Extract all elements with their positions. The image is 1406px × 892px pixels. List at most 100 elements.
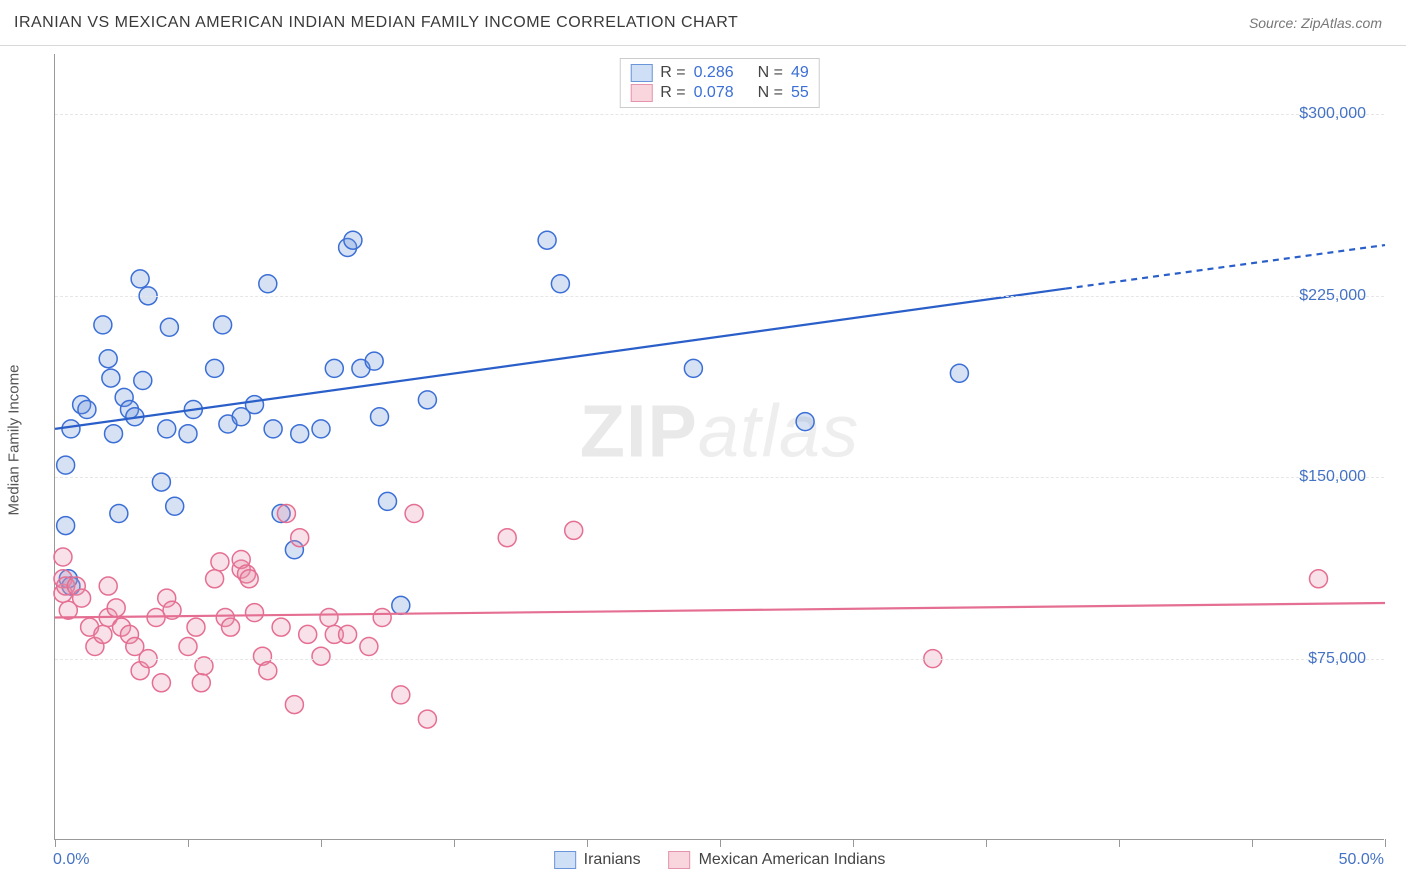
- data-point: [99, 350, 117, 368]
- data-point: [206, 570, 224, 588]
- x-tick: [720, 839, 721, 847]
- data-point: [99, 577, 117, 595]
- legend-swatch-mexican: [669, 851, 691, 869]
- data-point: [264, 420, 282, 438]
- stats-row-iranians: R = 0.286 N = 49: [628, 63, 811, 83]
- data-point: [211, 553, 229, 571]
- gridline-h: [55, 477, 1384, 478]
- x-tick: [321, 839, 322, 847]
- data-point: [418, 391, 436, 409]
- data-point: [312, 647, 330, 665]
- y-tick-label: $75,000: [1308, 650, 1366, 668]
- data-point: [320, 609, 338, 627]
- r-label: R =: [660, 64, 685, 82]
- x-tick: [55, 839, 56, 847]
- legend-item-iranians: Iranians: [554, 851, 641, 869]
- data-point: [950, 364, 968, 382]
- swatch-mexican: [630, 84, 652, 102]
- source-text: ZipAtlas.com: [1301, 15, 1382, 31]
- x-tick: [1385, 839, 1386, 847]
- data-point: [291, 425, 309, 443]
- scatter-plot: ZIPatlas R = 0.286 N = 49 R = 0.078 N = …: [54, 54, 1384, 840]
- data-point: [392, 596, 410, 614]
- y-axis-label: Median Family Income: [6, 365, 23, 516]
- swatch-iranians: [630, 64, 652, 82]
- series-legend: Iranians Mexican American Indians: [554, 851, 886, 869]
- stats-row-mexican: R = 0.078 N = 55: [628, 83, 811, 103]
- data-point: [179, 638, 197, 656]
- data-point: [551, 275, 569, 293]
- data-point: [325, 359, 343, 377]
- data-point: [373, 609, 391, 627]
- data-point: [57, 456, 75, 474]
- legend-label-iranians: Iranians: [584, 851, 641, 869]
- data-point: [102, 369, 120, 387]
- data-point: [78, 401, 96, 419]
- data-point: [54, 548, 72, 566]
- x-max-label: 50.0%: [1339, 851, 1384, 869]
- x-tick: [587, 839, 588, 847]
- x-tick: [454, 839, 455, 847]
- data-point: [379, 492, 397, 510]
- x-tick: [188, 839, 189, 847]
- n-label: N =: [758, 84, 783, 102]
- data-point: [1310, 570, 1328, 588]
- x-tick: [853, 839, 854, 847]
- data-point: [392, 686, 410, 704]
- trend-line-extrapolated: [1066, 245, 1385, 289]
- data-point: [192, 674, 210, 692]
- data-point: [246, 604, 264, 622]
- y-tick-label: $150,000: [1299, 468, 1366, 486]
- data-point: [272, 618, 290, 636]
- data-point: [152, 473, 170, 491]
- data-point: [110, 505, 128, 523]
- x-tick: [1119, 839, 1120, 847]
- correlation-stats-box: R = 0.286 N = 49 R = 0.078 N = 55: [619, 58, 820, 108]
- n-value-mexican: 55: [791, 84, 809, 102]
- data-point: [206, 359, 224, 377]
- gridline-h: [55, 114, 1384, 115]
- data-point: [365, 352, 383, 370]
- data-point: [339, 625, 357, 643]
- data-point: [259, 662, 277, 680]
- data-point: [796, 413, 814, 431]
- x-tick: [1252, 839, 1253, 847]
- chart-title: IRANIAN VS MEXICAN AMERICAN INDIAN MEDIA…: [14, 14, 738, 32]
- data-point: [418, 710, 436, 728]
- data-point: [160, 318, 178, 336]
- data-point: [538, 231, 556, 249]
- x-min-label: 0.0%: [53, 851, 89, 869]
- data-point: [312, 420, 330, 438]
- data-point: [62, 420, 80, 438]
- gridline-h: [55, 296, 1384, 297]
- legend-item-mexican: Mexican American Indians: [669, 851, 886, 869]
- data-point: [246, 396, 264, 414]
- y-tick-label: $300,000: [1299, 105, 1366, 123]
- data-point: [107, 599, 125, 617]
- data-point: [684, 359, 702, 377]
- data-point: [344, 231, 362, 249]
- chart-source: Source: ZipAtlas.com: [1249, 15, 1382, 31]
- gridline-h: [55, 659, 1384, 660]
- legend-swatch-iranians: [554, 851, 576, 869]
- data-point: [131, 270, 149, 288]
- data-point: [498, 529, 516, 547]
- r-label: R =: [660, 84, 685, 102]
- x-tick: [986, 839, 987, 847]
- data-point: [134, 371, 152, 389]
- n-value-iranians: 49: [791, 64, 809, 82]
- n-label: N =: [758, 64, 783, 82]
- data-point: [240, 570, 258, 588]
- data-point: [73, 589, 91, 607]
- legend-label-mexican: Mexican American Indians: [699, 851, 886, 869]
- data-point: [214, 316, 232, 334]
- data-point: [158, 420, 176, 438]
- data-point: [187, 618, 205, 636]
- data-point: [57, 517, 75, 535]
- r-value-mexican: 0.078: [694, 84, 734, 102]
- trend-line: [55, 289, 1066, 429]
- data-point: [105, 425, 123, 443]
- data-point: [277, 505, 295, 523]
- chart-svg: [55, 54, 1384, 839]
- data-point: [259, 275, 277, 293]
